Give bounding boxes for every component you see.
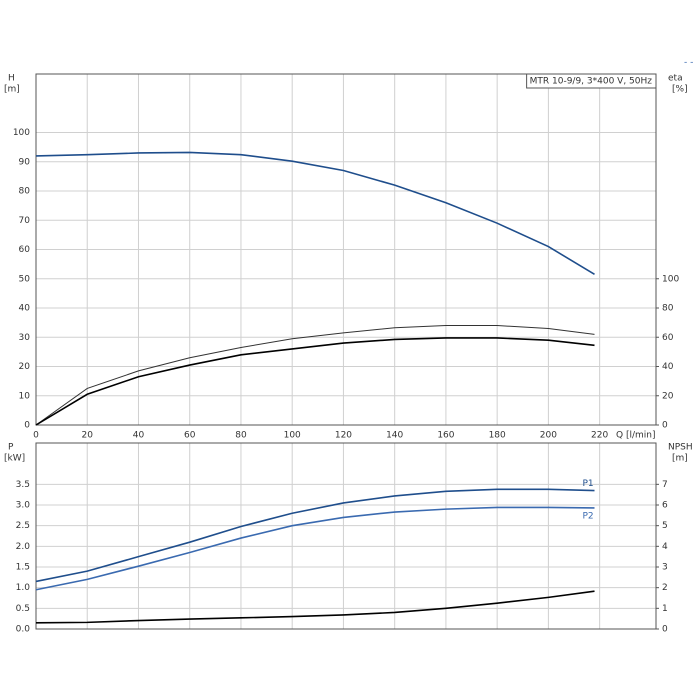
x-tick-label: 180: [489, 431, 506, 441]
y2-tick-label: 100: [662, 274, 679, 284]
y2-tick-label: 5: [662, 521, 668, 531]
series-label: P1: [583, 479, 594, 489]
line-series: [35, 151, 595, 276]
y2-tick-label: 0: [662, 625, 668, 635]
y2-tick-label: 0: [662, 421, 668, 431]
y-axis-unit: [m]: [4, 85, 20, 95]
y-tick-label: 40: [19, 304, 31, 314]
plot-frame: [35, 442, 657, 630]
x-tick-label: 40: [133, 431, 145, 441]
y2-tick-label: 3: [662, 563, 668, 573]
x-tick-label: 220: [591, 431, 608, 441]
title-box: [526, 73, 657, 89]
y2-tick-label: 80: [662, 304, 674, 314]
x-tick-label: 60: [184, 431, 196, 441]
y2-axis-unit: [m]: [672, 454, 688, 464]
chart-title: MTR 10-9/9, 3*400 V, 50Hz: [530, 77, 653, 87]
y2-tick-label: 20: [662, 391, 674, 401]
x-tick-label: 140: [386, 431, 403, 441]
x-tick-label: 20: [82, 431, 94, 441]
y-tick-label: 0.0: [16, 625, 31, 635]
line-series: [35, 488, 595, 583]
y2-axis-label: NPSH: [668, 443, 693, 453]
y-tick-label: 10: [19, 391, 31, 401]
line-series: [35, 337, 595, 426]
line-series: [35, 590, 595, 624]
x-tick-label: 80: [235, 431, 247, 441]
line-series: [35, 506, 595, 591]
x-tick-label: 160: [437, 431, 454, 441]
y2-axis-label: eta: [668, 74, 683, 84]
y-tick-label: 100: [13, 128, 30, 138]
y-tick-label: 0: [24, 421, 30, 431]
y2-tick-label: 60: [662, 333, 674, 343]
y-tick-label: 30: [19, 333, 31, 343]
x-tick-label: 0: [33, 431, 39, 441]
y2-tick-label: 7: [662, 480, 668, 490]
line-series: [35, 325, 595, 426]
series-label: P2: [583, 511, 594, 521]
y-tick-label: 1.0: [16, 583, 31, 593]
plot-frame: [35, 73, 657, 426]
x-axis-label: Q [l/min]: [616, 431, 655, 441]
y-tick-label: 20: [19, 362, 31, 372]
y2-axis-unit: [%]: [672, 85, 688, 95]
x-tick-label: 100: [284, 431, 301, 441]
y-tick-label: 80: [19, 187, 31, 197]
y-tick-label: 50: [19, 274, 31, 284]
y2-tick-label: 4: [662, 542, 668, 552]
y2-tick-label: 2: [662, 583, 668, 593]
y-tick-label: 70: [19, 216, 31, 226]
y-tick-label: 60: [19, 245, 31, 255]
y-tick-label: 3.5: [16, 480, 30, 490]
y2-tick-label: 1: [662, 604, 668, 614]
y-tick-label: 1.5: [16, 563, 30, 573]
y-axis-label: P: [8, 443, 14, 453]
y2-tick-label: 6: [662, 501, 668, 511]
y-axis-label: H: [8, 74, 15, 84]
y2-tick-label: 40: [662, 362, 674, 372]
x-tick-label: 200: [540, 431, 557, 441]
y-axis-unit: [kW]: [4, 454, 25, 464]
y-tick-label: 0.5: [16, 604, 30, 614]
y-tick-label: 90: [19, 157, 31, 167]
corner-mark: - -: [684, 58, 693, 68]
y-tick-label: 2.5: [16, 521, 30, 531]
y-tick-label: 2.0: [16, 542, 31, 552]
x-tick-label: 120: [335, 431, 352, 441]
y-tick-label: 3.0: [16, 501, 31, 511]
